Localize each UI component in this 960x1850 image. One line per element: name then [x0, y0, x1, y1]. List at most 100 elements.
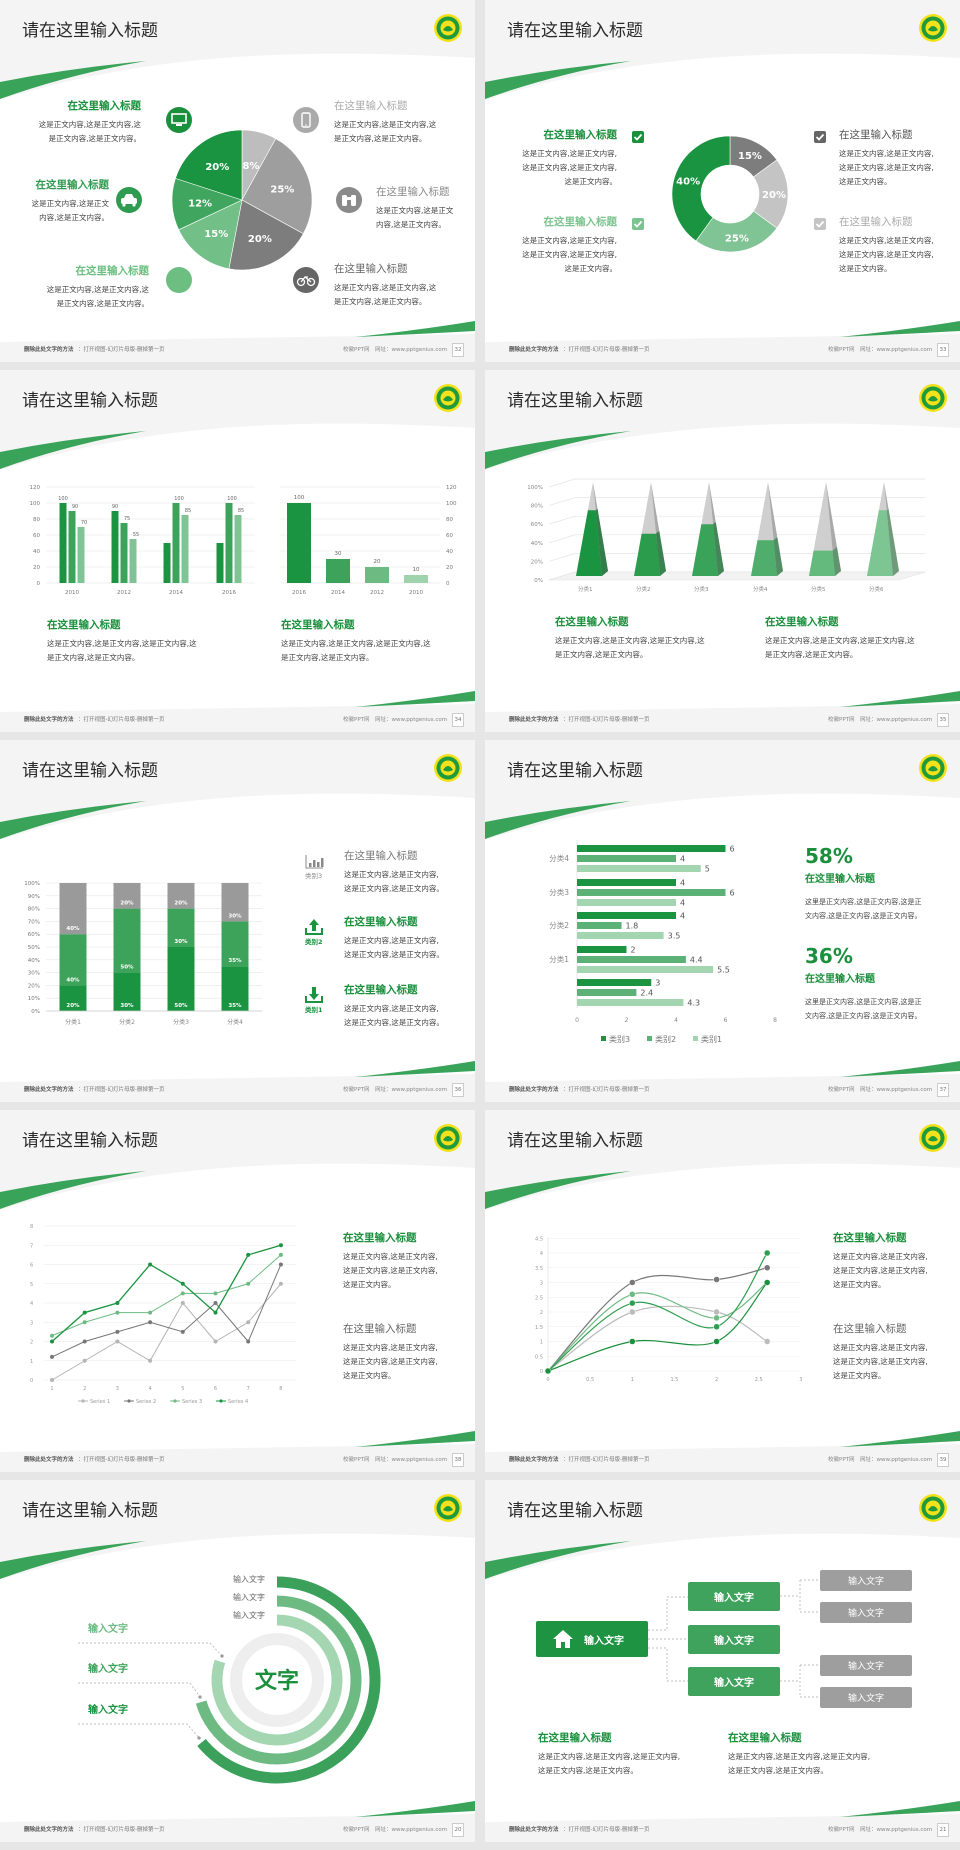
leaf-node[interactable]: 输入文字	[820, 1602, 912, 1623]
block-title: 在这里输入标题	[543, 129, 618, 141]
body-text-line: 这是正文内容,这是正文内容,这	[334, 120, 437, 129]
y-tick-label: 分类3	[549, 887, 569, 897]
progress-ring	[197, 1576, 381, 1784]
data-point	[246, 1339, 251, 1344]
legend-label: Series 1	[90, 1399, 110, 1405]
bar-data-label: 4	[680, 899, 685, 908]
checkbox-box	[814, 218, 826, 230]
donut-slice-label: 25%	[725, 233, 749, 244]
legend-swatch	[693, 1036, 698, 1041]
body-text-line: 是正文内容,这是正文内容。	[47, 653, 140, 662]
x-tick-label: 6	[214, 1386, 217, 1392]
series-line	[51, 1244, 282, 1342]
bar	[577, 889, 726, 896]
data-point	[763, 1249, 771, 1257]
x-tick-label: 分类5	[811, 585, 826, 593]
data-point	[278, 1252, 283, 1257]
book-cover	[122, 272, 137, 287]
bar-data-label: 100	[174, 496, 184, 502]
pie-slice	[241, 138, 313, 235]
bar	[404, 575, 428, 583]
y-tick-label-right: 80	[446, 517, 453, 523]
y-tick-label: 0	[30, 1378, 33, 1384]
pyramid	[692, 482, 724, 576]
footer-instruction-bold: 删除此处文字的方法	[24, 717, 74, 723]
block-title: 在这里输入标题	[376, 186, 450, 198]
branch-node[interactable]: 输入文字	[688, 1667, 780, 1696]
footer-instruction-bold: 删除此处文字的方法	[24, 1457, 74, 1463]
bar	[577, 912, 676, 919]
block-title: 在这里输入标题	[343, 1232, 417, 1244]
root-node[interactable]: 输入文字	[536, 1621, 648, 1657]
pyramid-side-value	[773, 537, 783, 576]
body-text-line: 这是正文内容,这是正文内容,	[522, 250, 617, 259]
branch-node[interactable]: 输入文字	[688, 1625, 780, 1654]
body-text-line: 这是正文内容,这是正文内容,	[343, 1266, 438, 1275]
bar	[172, 503, 180, 583]
donut-chart: 15% 20% 25% 40%	[632, 131, 826, 253]
data-point	[213, 1310, 218, 1315]
green-swoosh-bottom	[840, 1061, 960, 1077]
logo-leaf	[928, 396, 938, 402]
y-tick-label: 分类4	[549, 853, 569, 863]
footer-url: 网址：www.pptgenius.com	[375, 1827, 448, 1833]
body-text-line: 这是正文内容,这是正文内容,这是正文内容,这	[555, 636, 705, 645]
block-title: 在这里输入标题	[334, 263, 408, 275]
connector-line	[648, 1647, 688, 1682]
car-roof	[124, 194, 134, 198]
stacked-segment	[167, 908, 195, 947]
y-tick-label: 8	[30, 1224, 33, 1230]
legend-label: 类别3	[609, 1034, 630, 1044]
slide-8: 请在这里输入标题 删除此处文字的方法 ：打开视图-幻灯片母版-删掉第一页 校徽PPT网…	[485, 1110, 960, 1472]
footer-instruction-bold: 删除此处文字的方法	[509, 717, 559, 723]
callout-dot	[220, 1654, 224, 1658]
data-point	[82, 1339, 87, 1344]
bar	[577, 855, 676, 862]
check-mark	[633, 220, 643, 228]
footer-instruction-bold: 删除此处文字的方法	[24, 1087, 74, 1093]
leaf-node[interactable]: 输入文字	[820, 1655, 912, 1676]
body-text-line: 这是正文内容,这是正文内容,	[839, 149, 934, 158]
page-number: 36	[452, 1083, 464, 1097]
slide-5: 请在这里输入标题 删除此处文字的方法 ：打开视图-幻灯片母版-删掉第一页 校徽PPT网…	[0, 740, 475, 1102]
x-tick-label: 2.5	[755, 1377, 763, 1383]
bicycle-frame	[300, 276, 312, 283]
green-swoosh-bottom	[355, 1801, 475, 1817]
data-point	[82, 1358, 87, 1363]
body-text-line: 这是正文内容。	[564, 264, 618, 273]
y-tick-label: 80	[33, 517, 40, 523]
branch-node[interactable]: 输入文字	[688, 1582, 780, 1611]
green-swoosh-top	[0, 431, 146, 469]
page-number: 32	[452, 343, 464, 357]
bar-data-label: 6	[730, 845, 735, 854]
pyramid-front-value	[809, 550, 835, 576]
body-text-line: 这是正文内容,这是正文	[31, 199, 109, 208]
category-label: 类别3	[305, 872, 323, 880]
leaf-node[interactable]: 输入文字	[820, 1687, 912, 1708]
y-tick-label: 20%	[531, 559, 543, 565]
footer-site: 校徽PPT网	[343, 1087, 370, 1093]
bar-data-label: 100	[294, 495, 305, 501]
x-tick-label: 6	[724, 1017, 728, 1024]
y-tick-label: 分类1	[549, 954, 569, 964]
y-tick-label: 20%	[28, 983, 40, 989]
green-swoosh-top	[485, 431, 631, 469]
body-text-line: 这是正文内容,这是正文内容,	[839, 250, 934, 259]
x-tick-label: 分类4	[227, 1018, 243, 1026]
binocular-right	[351, 195, 356, 206]
legend-swatch	[647, 1036, 652, 1041]
pyramid	[576, 482, 608, 576]
stacked-segment	[113, 908, 141, 973]
logo-leaf	[443, 1136, 453, 1142]
pie-slice	[228, 199, 304, 271]
gridline	[548, 478, 925, 488]
leaf-node[interactable]: 输入文字	[820, 1570, 912, 1591]
stat-value: 36%	[805, 944, 853, 968]
slide-title: 请在这里输入标题	[22, 1501, 158, 1521]
series-curve	[547, 1282, 768, 1372]
x-tick-label: 分类2	[119, 1018, 135, 1026]
data-point	[115, 1329, 120, 1334]
body-text-line: 这是正文内容,这是正文内容,这是正文内容,这	[765, 636, 915, 645]
y-tick-label: 6	[30, 1263, 33, 1269]
